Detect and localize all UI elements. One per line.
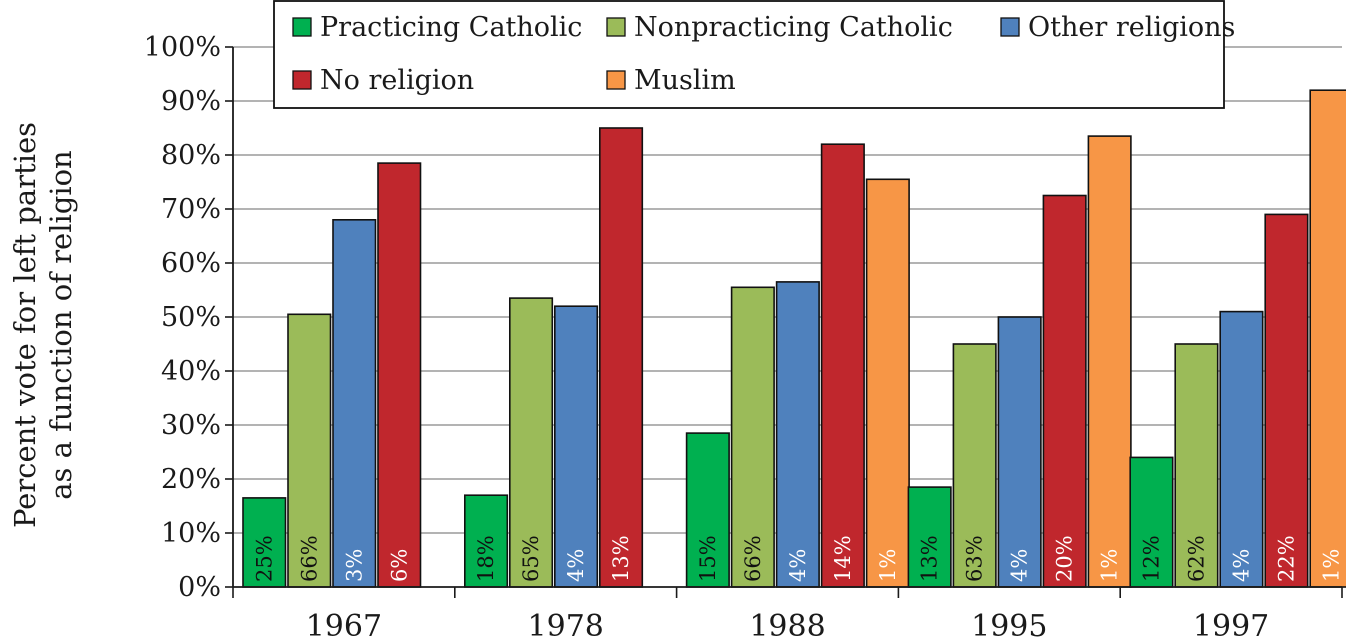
bar-data-label: 4% — [1229, 549, 1253, 582]
bar-data-label: 15% — [696, 535, 720, 582]
bar — [287, 313, 332, 588]
bar — [1309, 89, 1346, 588]
bar-data-label: 1% — [1319, 549, 1343, 582]
y-axis-title: Percent vote for left parties as a funct… — [8, 122, 78, 528]
legend-label: Muslim — [634, 65, 736, 96]
legend-swatch — [606, 70, 626, 90]
y-axis-tick-labels: 0% 10% 20% 30% 40% 50% 60% 70% 80% 90% 100% — [144, 32, 221, 603]
bar — [1174, 343, 1219, 588]
legend-label: Nonpracticing Catholic — [634, 12, 953, 43]
bar — [242, 497, 287, 588]
legend: Practicing Catholic Nonpracticing Catholi… — [273, 0, 1235, 109]
y-tick-label: 70% — [161, 194, 221, 225]
y-axis-title-line2: as a function of religion — [44, 150, 78, 499]
x-category-label: 1978 — [528, 609, 604, 642]
legend-label: No religion — [320, 65, 474, 96]
x-category-label: 1997 — [1193, 609, 1269, 642]
legend-swatch — [606, 17, 626, 37]
legend-swatch — [1000, 17, 1020, 37]
bar — [1042, 194, 1087, 588]
bar — [775, 281, 820, 588]
y-tick-label: 40% — [161, 356, 221, 387]
y-tick-label: 80% — [161, 140, 221, 171]
y-tick-label: 20% — [161, 464, 221, 495]
bar-data-label: 6% — [387, 549, 411, 582]
bar-data-label: 13% — [609, 535, 633, 582]
legend-box — [273, 0, 1225, 109]
bar — [907, 486, 952, 588]
bar — [377, 162, 422, 588]
bar-data-label: 63% — [963, 535, 987, 582]
bar-data-label: 20% — [1053, 535, 1077, 582]
x-category-label: 1967 — [306, 609, 382, 642]
bar — [1087, 135, 1132, 588]
bar-data-label: 1% — [876, 549, 900, 582]
y-tick-label: 30% — [161, 410, 221, 441]
bar-data-label: 25% — [252, 535, 276, 582]
bar — [508, 297, 554, 588]
bar — [685, 432, 730, 588]
bar-data-label: 12% — [1139, 535, 1163, 582]
y-tick-label: 10% — [161, 518, 221, 549]
x-category-label: 1995 — [971, 609, 1047, 642]
bar — [1264, 213, 1309, 588]
legend-label: Other religions — [1028, 12, 1235, 43]
axes — [225, 46, 1343, 598]
bar — [598, 127, 644, 588]
bar — [997, 316, 1042, 588]
bar-data-label: 1% — [1098, 549, 1122, 582]
legend-swatch — [292, 17, 312, 37]
bar-data-label: 4% — [786, 549, 810, 582]
bar-data-label: 65% — [519, 535, 543, 582]
y-tick-label: 50% — [161, 302, 221, 333]
y-axis-title-line1: Percent vote for left parties — [8, 122, 42, 528]
y-tick-label: 0% — [178, 572, 221, 603]
bar — [820, 143, 865, 588]
bar-data-label: 66% — [297, 535, 321, 582]
bar-data-label: 13% — [918, 535, 942, 582]
x-axis-category-labels: 1967 1978 1988 1995 1997 — [306, 609, 1270, 642]
bar — [332, 219, 377, 588]
bar-data-label: 4% — [1008, 549, 1032, 582]
bar-data-label: 22% — [1274, 535, 1298, 582]
bar — [865, 178, 910, 588]
y-tick-label: 60% — [161, 248, 221, 279]
y-tick-label: 100% — [144, 32, 221, 63]
legend-label: Practicing Catholic — [320, 12, 582, 43]
bar-data-label: 14% — [831, 535, 855, 582]
y-tick-label: 90% — [161, 86, 221, 117]
bar — [553, 305, 599, 588]
bar — [1219, 310, 1264, 588]
bar-data-label: 62% — [1184, 535, 1208, 582]
legend-swatch — [292, 70, 312, 90]
bar — [730, 286, 775, 588]
bar-data-label: 3% — [342, 549, 366, 582]
bar-data-label: 66% — [741, 535, 765, 582]
bar-data-label: 4% — [564, 549, 588, 582]
bars: 25% 66% 3% 6% 18% 65% 4% 13% 15% 66% 4% 14% 1% 13% 63%… — [242, 89, 1346, 588]
x-category-label: 1988 — [749, 609, 825, 642]
bar-data-label: 18% — [474, 535, 498, 582]
bar — [1129, 456, 1174, 588]
